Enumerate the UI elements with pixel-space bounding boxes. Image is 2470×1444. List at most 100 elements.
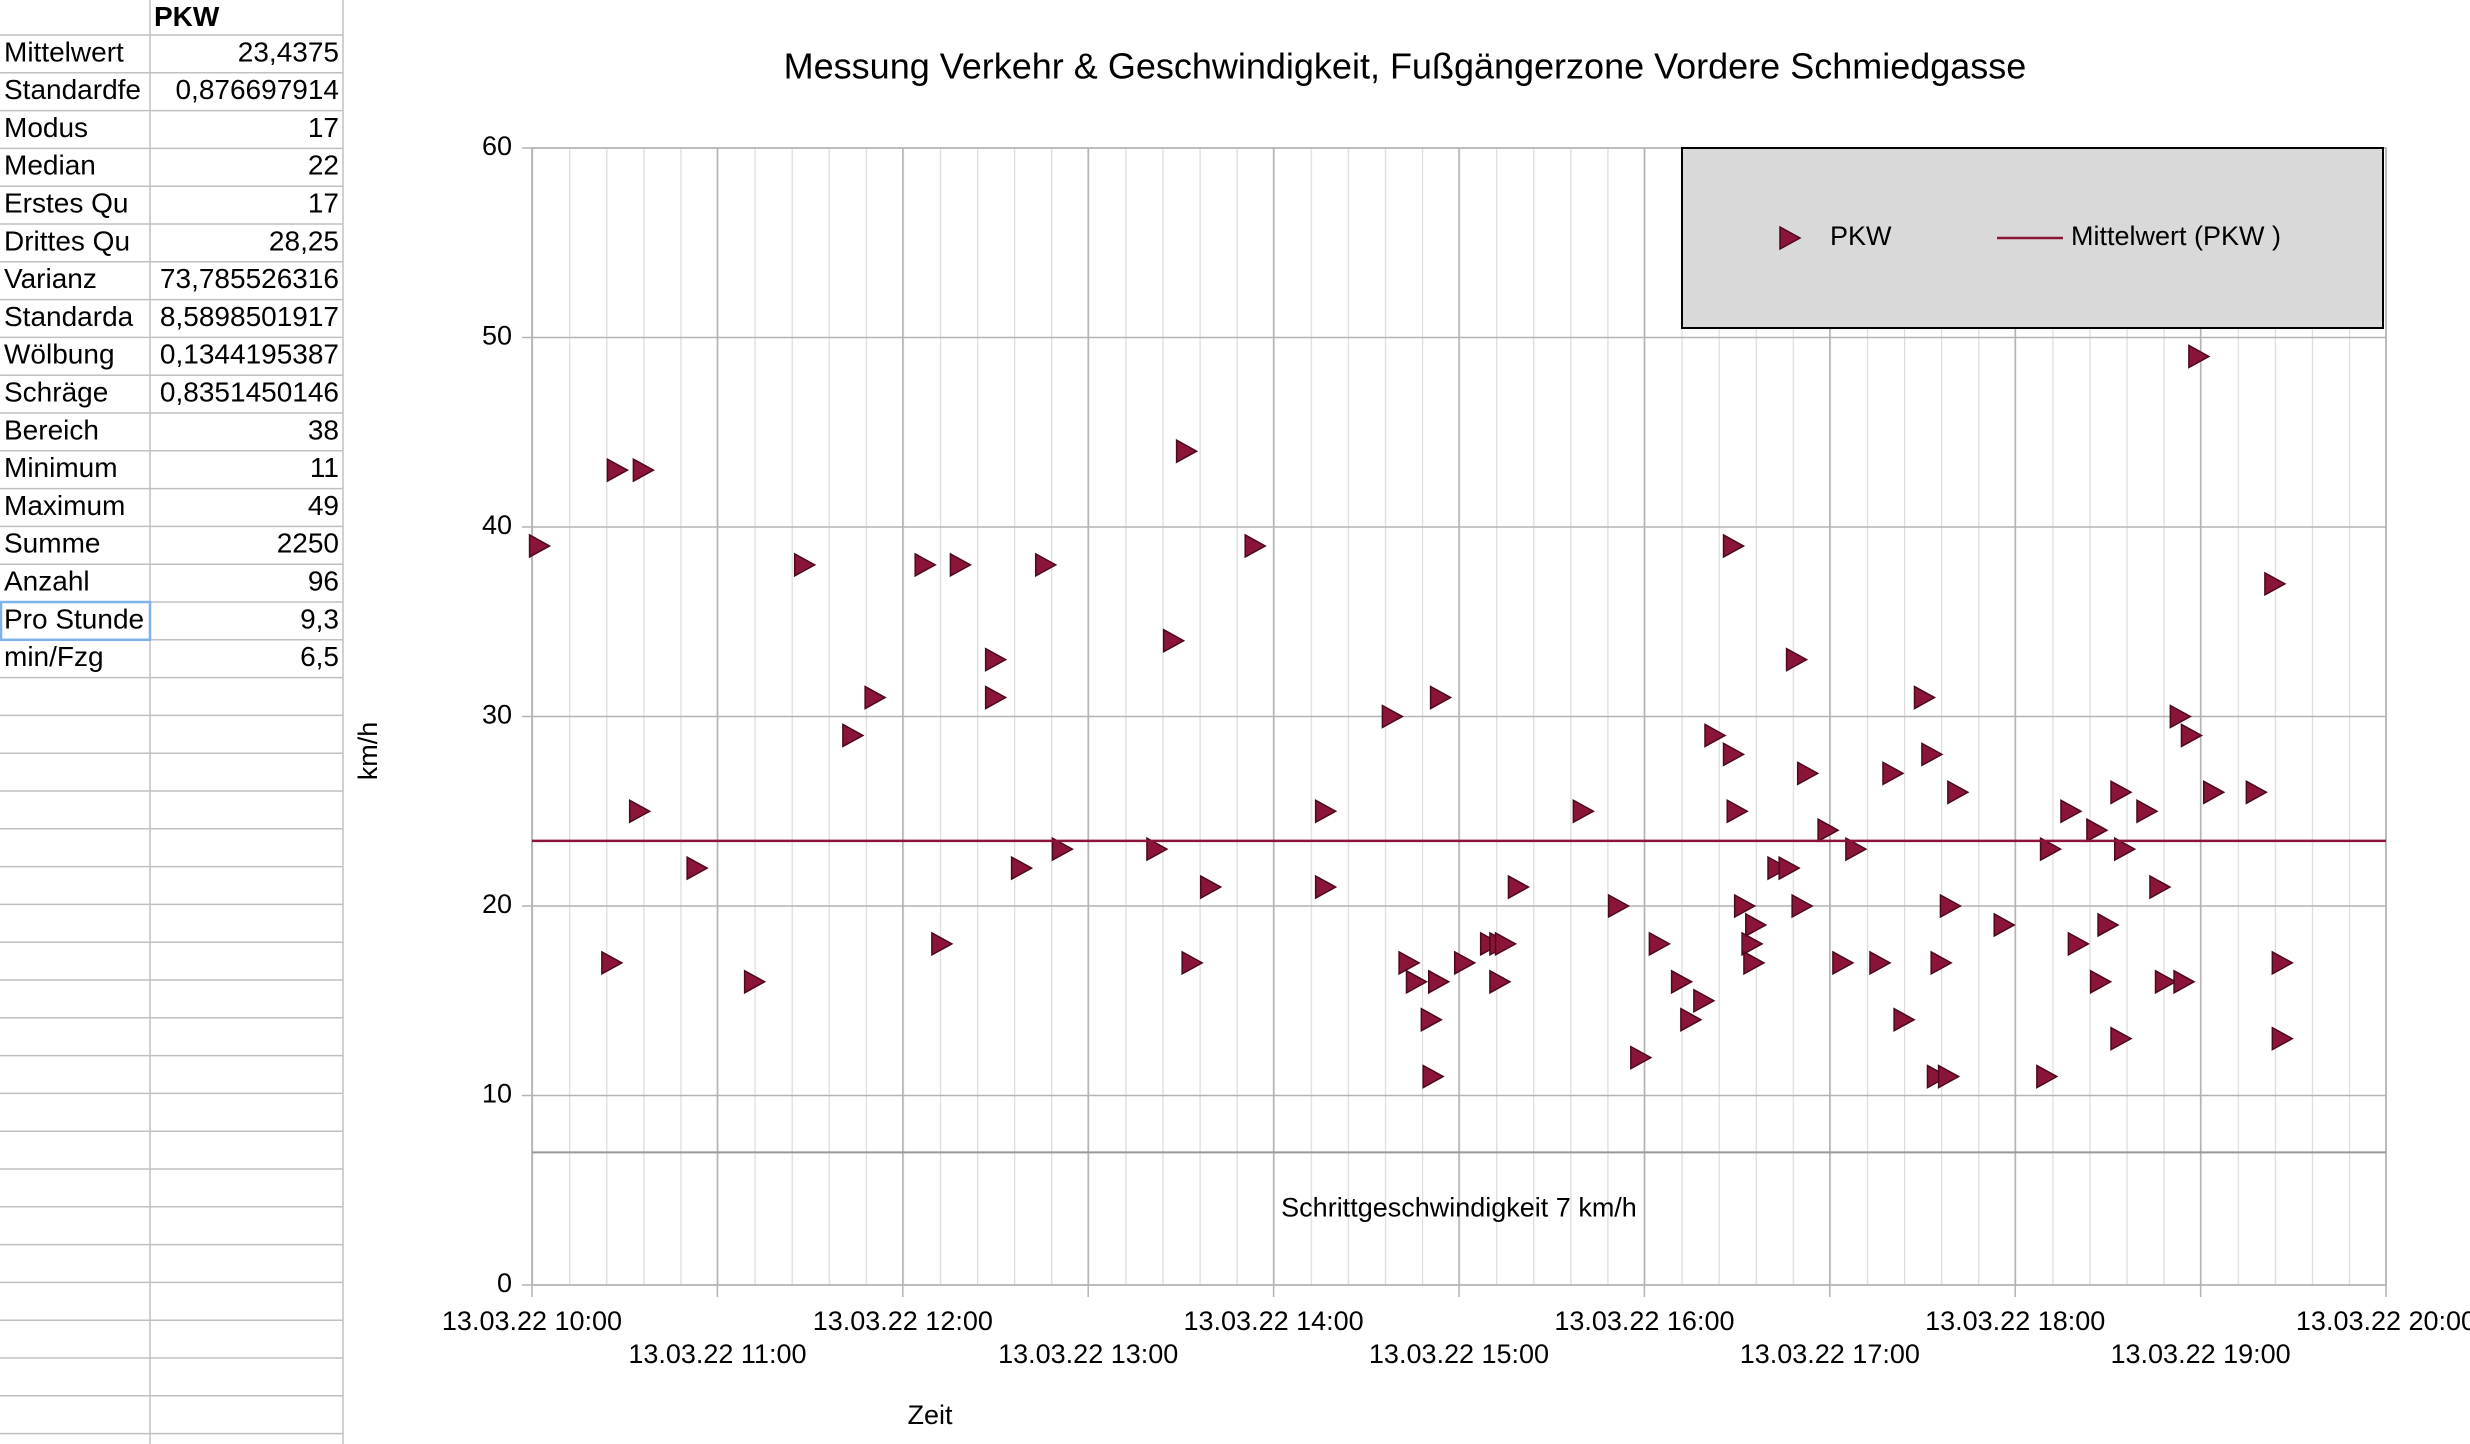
data-point (1791, 893, 1814, 919)
data-point (1680, 1007, 1703, 1032)
data-point (1893, 1007, 1916, 1032)
data-point (1381, 704, 1404, 729)
y-tick-label: 0 (497, 1268, 512, 1298)
y-axis-label: km/h (353, 722, 383, 781)
cell-value: 6,5 (300, 641, 339, 672)
cell-label: Minimum (4, 452, 118, 483)
data-point (864, 685, 887, 710)
x-tick-label: 13.03.22 13:00 (998, 1339, 1178, 1369)
data-point (1741, 931, 1764, 957)
cell-label: Drittes Qu (4, 225, 130, 256)
x-tick-label: 13.03.22 16:00 (1554, 1306, 1734, 1336)
data-point (2264, 571, 2287, 597)
x-axis-label: Zeit (907, 1400, 953, 1430)
data-point (1733, 893, 1757, 919)
data-point (628, 798, 652, 824)
x-tick-label: 13.03.22 19:00 (2111, 1339, 2291, 1369)
data-point (1947, 780, 1970, 805)
cell-label: Pro Stunde (4, 603, 144, 634)
data-point (1489, 969, 1512, 995)
data-point (1146, 836, 1169, 862)
cell-value: 0,876697914 (175, 74, 339, 105)
cell-label: min/Fzg (4, 641, 104, 672)
data-point (2110, 1026, 2133, 1051)
annotation: Schrittgeschwindigkeit 7 km/h (1281, 1192, 1637, 1222)
data-point (2089, 969, 2113, 995)
data-point (2113, 836, 2137, 862)
data-point (1845, 836, 1868, 862)
cell-label: Summe (4, 528, 100, 559)
chart-title: Messung Verkehr & Geschwindigkeit, Fußgä… (784, 46, 2027, 87)
column-header: PKW (154, 1, 220, 32)
x-tick-label: 13.03.22 14:00 (1184, 1306, 1364, 1336)
cell-value: 28,25 (269, 225, 339, 256)
data-point (1993, 912, 2016, 938)
data-point (632, 457, 655, 483)
cell-value: 17 (308, 187, 339, 218)
cell-value: 73,785526316 (160, 263, 339, 294)
data-point (1882, 761, 1905, 786)
data-point (793, 552, 817, 578)
data-point (1429, 685, 1453, 710)
data-point (2060, 798, 2083, 824)
data-point (1722, 533, 1746, 559)
data-point (1453, 950, 1477, 976)
data-point (914, 552, 937, 578)
data-point (1199, 874, 1223, 900)
data-point (1422, 1064, 1445, 1089)
data-point (1034, 552, 1058, 578)
cell-label: Wölbung (4, 339, 115, 370)
data-point (1785, 647, 1809, 672)
data-point (1726, 798, 1749, 824)
data-point (949, 552, 972, 578)
data-point (1869, 950, 1892, 976)
data-point (1314, 798, 1338, 824)
data-point (1428, 969, 1451, 995)
data-point (2180, 723, 2204, 748)
data-point (1314, 874, 1338, 900)
y-tick-label: 50 (482, 321, 512, 351)
data-point (743, 969, 767, 995)
data-point (606, 457, 629, 483)
legend-label: Mittelwert (PKW ) (2071, 221, 2281, 251)
data-point (1704, 723, 1727, 748)
data-point (1930, 950, 1953, 976)
selected-cell (0, 600, 152, 642)
y-tick-label: 40 (482, 510, 512, 540)
chart: Messung Verkehr & Geschwindigkeit, Fußgä… (353, 46, 2470, 1431)
data-point (2169, 704, 2192, 729)
data-point (1778, 855, 1801, 881)
data-point (931, 931, 954, 957)
y-tick-label: 10 (482, 1079, 512, 1109)
data-point (842, 723, 865, 748)
x-tick-label: 13.03.22 12:00 (813, 1306, 993, 1336)
data-point (1405, 969, 1429, 995)
data-point (1670, 969, 1694, 995)
x-tick-label: 13.03.22 10:00 (442, 1306, 622, 1336)
data-point (1648, 931, 1671, 957)
data-point (1722, 742, 1746, 767)
plot-border (531, 147, 2387, 1286)
cell-label: Anzahl (4, 565, 90, 596)
cell-label: Varianz (4, 263, 97, 294)
cell-label: Standarda (4, 301, 134, 332)
data-point (1051, 836, 1074, 862)
data-point (2136, 798, 2159, 824)
y-tick-label: 30 (482, 700, 512, 730)
cell-label: Modus (4, 112, 88, 143)
data-point (686, 855, 709, 881)
data-point (1507, 874, 1531, 900)
cell-value: 8,5898501917 (160, 301, 339, 332)
cell-value: 23,4375 (238, 36, 339, 67)
data-point (1175, 438, 1199, 464)
data-point (528, 533, 552, 559)
data-point (2173, 969, 2196, 995)
cell-label: Maximum (4, 490, 125, 521)
data-point (2188, 344, 2211, 369)
data-point (1939, 893, 1963, 919)
data-point (1494, 931, 1518, 957)
cell-value: 38 (308, 414, 339, 445)
data-point (1743, 950, 1766, 976)
cell-label: Median (4, 150, 96, 181)
